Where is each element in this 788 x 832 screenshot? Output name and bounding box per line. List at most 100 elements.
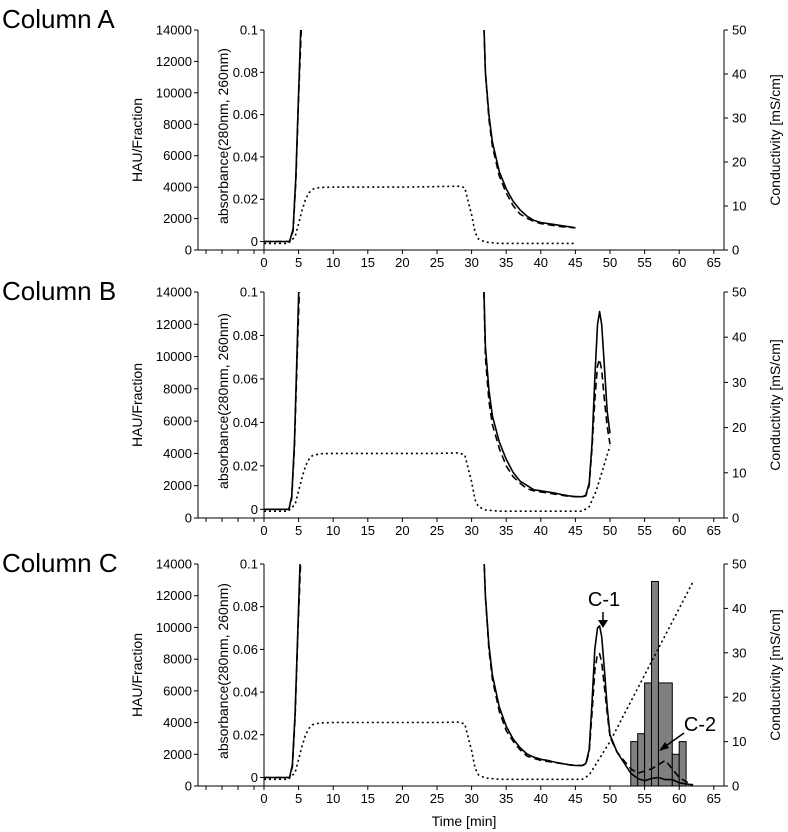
hau-axis-label: HAU/Fraction [129,633,145,717]
abs-tick-label: 0.04 [233,685,258,700]
hau-tick-label: 6000 [163,683,192,698]
cond-tick-label: 30 [732,645,746,660]
cond-tick-label: 10 [732,734,746,749]
x-tick-label: 65 [707,791,721,806]
hau-tick-label: 10000 [156,85,192,100]
cond-tick-label: 0 [732,779,739,794]
x-tick-label: 40 [534,523,548,538]
cond-tick-label: 20 [732,690,746,705]
x-tick-label: 10 [326,523,340,538]
hau-tick-label: 14000 [156,557,192,572]
cond-tick-label: 0 [732,511,739,526]
hau-tick-label: 4000 [163,715,192,730]
x-tick-label: 5 [295,791,302,806]
x-tick-label: 45 [568,791,582,806]
hau-tick-label: 2000 [163,211,192,226]
dotted-series-line [264,581,694,781]
hau-tick-label: 12000 [156,54,192,69]
abs-tick-label: 0.02 [233,192,258,207]
hau-fraction-bar [678,741,687,786]
x-tick-label: 60 [672,255,686,270]
abs-axis-label: absorbance(280nm, 260nm) [215,313,231,489]
solid-series-line [264,292,300,511]
dashed-series-line [264,564,302,779]
x-tick-label: 25 [430,523,444,538]
cond-tick-label: 50 [732,23,746,38]
hau-tick-label: 4000 [163,180,192,195]
peak-label-c2: C-2 [684,714,716,736]
peak-arrowhead-c1 [598,620,608,628]
x-tick-label: 30 [464,523,478,538]
hau-tick-label: 4000 [163,446,192,461]
data-area [264,292,611,512]
x-tick-label: 60 [672,791,686,806]
hau-tick-label: 0 [185,243,192,258]
hau-tick-label: 14000 [156,285,192,300]
x-tick-label: 50 [603,791,617,806]
x-tick-label: 65 [707,255,721,270]
abs-tick-label: 0.02 [233,727,258,742]
x-tick-label: 55 [637,255,651,270]
x-tick-label: 5 [295,523,302,538]
abs-tick-label: 0 [251,502,258,517]
cond-tick-label: 10 [732,465,746,480]
x-tick-label: 30 [464,255,478,270]
hau-axis-label: HAU/Fraction [129,363,145,447]
panel-title: Column C [2,548,118,578]
cond-tick-label: 30 [732,375,746,390]
abs-axis-label: absorbance(280nm, 260nm) [215,48,231,224]
x-tick-label: 55 [637,523,651,538]
x-tick-label: 25 [430,255,444,270]
x-tick-label: 10 [326,791,340,806]
x-tick-label: 0 [260,523,267,538]
cond-tick-label: 0 [732,243,739,258]
cond-tick-label: 50 [732,285,746,300]
cond-axis-label: Conductivity [mS/cm] [767,74,783,205]
x-tick-label: 0 [260,255,267,270]
dotted-series-line [264,445,611,512]
x-tick-label: 45 [568,523,582,538]
x-tick-label: 50 [603,523,617,538]
cond-tick-label: 50 [732,557,746,572]
dashed-series-line [264,292,301,511]
hau-tick-label: 10000 [156,620,192,635]
x-tick-label: 35 [499,523,513,538]
abs-tick-label: 0.06 [233,371,258,386]
x-tick-label: 10 [326,255,340,270]
x-tick-label: 45 [568,255,582,270]
hau-axis-label: HAU/Fraction [129,98,145,182]
dashed-series-line [483,30,576,229]
data-area [264,30,576,245]
hau-tick-label: 10000 [156,349,192,364]
hau-tick-label: 2000 [163,478,192,493]
dashed-series-line [483,564,694,786]
hau-fraction-bar [644,682,653,786]
x-tick-label: 20 [395,791,409,806]
cond-tick-label: 40 [732,330,746,345]
hau-fraction-bar [651,580,659,786]
abs-tick-label: 0.04 [233,415,258,430]
cond-tick-label: 40 [732,601,746,616]
peak-arrowhead-c2 [659,742,669,751]
x-tick-label: 65 [707,523,721,538]
hau-tick-label: 2000 [163,747,192,762]
hau-tick-label: 0 [185,779,192,794]
hau-fraction-bar [657,682,673,786]
hau-fraction-bar [630,741,639,786]
x-tick-label: 35 [499,791,513,806]
panel-2: Column B02000400060008000100001200014000… [2,276,783,538]
cond-tick-label: 10 [732,199,746,214]
x-tick-label: 40 [534,791,548,806]
panel-title: Column A [2,4,115,34]
x-tick-label: 15 [361,791,375,806]
x-tick-label: 35 [499,255,513,270]
hau-tick-label: 12000 [156,588,192,603]
x-tick-label: 20 [395,255,409,270]
abs-tick-label: 0.08 [233,599,258,614]
solid-series-line [264,564,301,779]
dashed-series-line [264,30,303,243]
cond-tick-label: 20 [732,420,746,435]
hau-tick-label: 8000 [163,117,192,132]
x-tick-label: 55 [637,791,651,806]
abs-tick-label: 0.04 [233,149,258,164]
